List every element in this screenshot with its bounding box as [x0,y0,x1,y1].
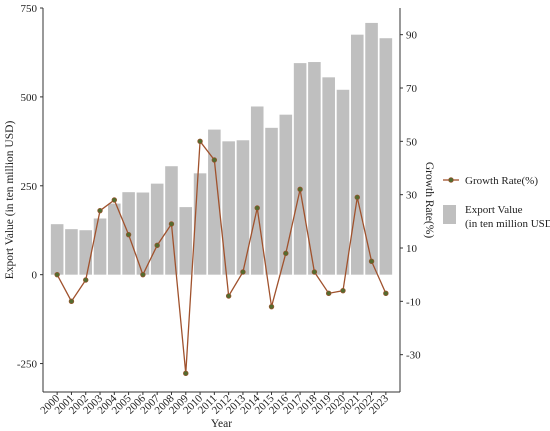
growth-point-2003 [97,207,103,214]
bar-2002 [79,230,93,275]
bars-layer [50,22,393,275]
left-axis-title: Export Value (in ten million USD) [4,121,16,280]
growth-rate-line [56,139,387,374]
growth-point-2020 [340,287,346,294]
bar-2010 [193,173,207,275]
growth-point-2013 [240,269,246,275]
bar-2003 [93,218,107,275]
left-tick-label: 500 [21,92,38,104]
bar-2001 [65,229,78,275]
growth-point-2010 [197,138,203,145]
bar-2012 [222,141,235,275]
growth-point-2022 [368,258,375,265]
growth-point-2018 [311,269,318,275]
growth-point-2009 [183,370,189,377]
bar-2004 [108,203,121,275]
bar-2013 [236,140,250,275]
bar-2009 [179,207,193,275]
right-tick-label: -10 [406,296,421,308]
right-tick-label: -30 [406,350,421,362]
legend-label-export-line2: (in ten million USD) [465,218,550,230]
bar-2006 [136,192,150,275]
growth-point-2015 [268,303,275,310]
growth-point-2023 [383,290,389,297]
bar-2021 [350,34,364,275]
bar-2008 [165,166,178,275]
growth-point-2016 [283,250,289,257]
bar-2018 [308,62,321,275]
legend-label-growth: Growth Rate(%) [465,175,538,187]
growth-point-2004 [111,197,118,203]
legend: Growth Rate(%) Export Value (in ten millio… [443,175,550,230]
legend-line-marker [448,177,454,183]
growth-point-2005 [125,231,132,238]
growth-point-2017 [297,186,303,193]
bar-2016 [279,114,293,275]
bar-2011 [208,129,221,275]
left-tick-label: 250 [21,181,38,193]
right-tick-label: 30 [406,190,418,202]
growth-point-2006 [140,271,146,278]
bar-2000 [50,224,64,275]
left-tick-label: 0 [32,270,38,282]
legend-bar-swatch [443,205,456,224]
x-axis-title: Year [211,418,232,430]
legend-label-export-line1: Export Value [465,204,523,216]
bar-2023 [379,38,393,275]
bar-2017 [293,63,307,275]
bar-2022 [365,22,378,275]
growth-point-2000 [54,271,60,278]
axes-layer [40,7,403,395]
bar-2020 [336,89,350,275]
growth-point-2011 [211,157,218,163]
right-tick-label: 90 [406,30,418,42]
growth-point-2019 [325,290,332,297]
growth-point-2021 [354,194,360,201]
right-axis-title: Growth Rate(%) [423,162,435,238]
bar-2019 [322,77,335,275]
growth-point-2012 [225,293,232,299]
growth-point-2014 [254,205,260,211]
line-layer [54,138,389,377]
bar-2014 [250,106,264,275]
right-tick-label: 10 [406,243,418,255]
left-tick-label: 750 [21,3,38,15]
right-tick-label: 50 [406,136,418,148]
growth-point-2008 [168,221,175,227]
right-tick-label: 70 [406,83,418,95]
growth-point-2007 [154,242,160,249]
left-tick-label: -250 [17,359,38,371]
bar-2007 [150,183,164,275]
bar-2015 [265,127,278,275]
growth-point-2001 [68,298,75,305]
growth-point-2002 [83,277,89,283]
